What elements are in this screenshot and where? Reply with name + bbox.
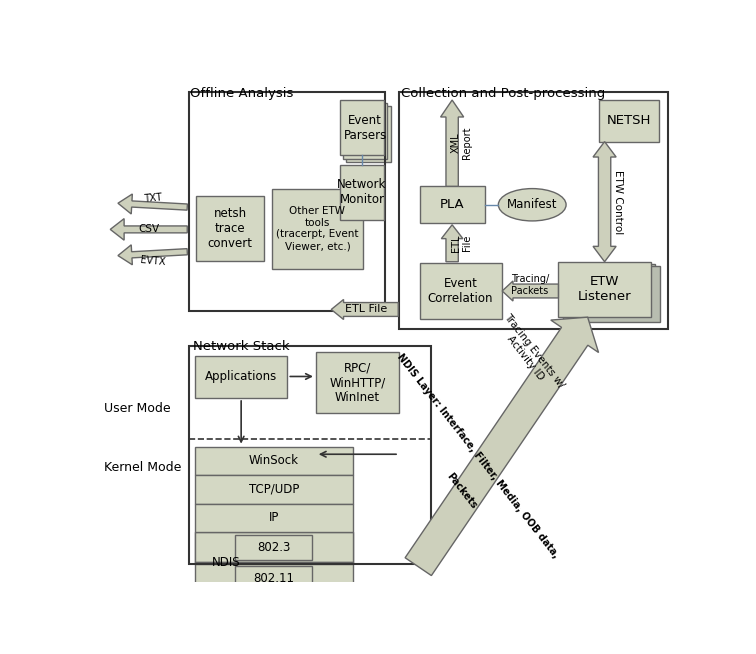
Text: 802.11: 802.11 — [253, 572, 294, 585]
Bar — [195, 356, 287, 398]
Text: NDIS: NDIS — [212, 557, 240, 570]
Polygon shape — [502, 281, 559, 301]
Text: Applications: Applications — [205, 370, 277, 383]
Text: Event
Correlation: Event Correlation — [428, 277, 494, 305]
Text: Kernel Mode: Kernel Mode — [104, 461, 181, 474]
Text: Manifest: Manifest — [507, 198, 557, 211]
Ellipse shape — [498, 188, 566, 221]
Bar — [420, 264, 502, 318]
Polygon shape — [593, 142, 616, 262]
Text: User Mode: User Mode — [104, 402, 171, 415]
Bar — [399, 92, 668, 329]
Bar — [235, 566, 312, 591]
Text: NDIS Layer: Interface, Filter, Media, OOB data,: NDIS Layer: Interface, Filter, Media, OO… — [395, 352, 561, 560]
Text: CSV: CSV — [138, 224, 160, 234]
Bar — [339, 100, 384, 156]
Bar — [189, 347, 432, 564]
Text: Offline Analysis: Offline Analysis — [191, 87, 293, 100]
Bar — [339, 165, 384, 220]
Text: PLA: PLA — [440, 198, 464, 211]
Text: Event
Parsers: Event Parsers — [343, 114, 387, 142]
Bar — [195, 504, 353, 532]
Text: 802.3: 802.3 — [257, 541, 290, 554]
Text: Network Stack: Network Stack — [193, 340, 290, 353]
Text: NETSH: NETSH — [607, 114, 652, 128]
Text: ETW
Listener: ETW Listener — [578, 275, 631, 303]
Bar — [342, 103, 387, 158]
Text: RPC/
WinHTTP/
WinInet: RPC/ WinHTTP/ WinInet — [330, 361, 386, 404]
Text: ETW Control: ETW Control — [612, 169, 623, 234]
Polygon shape — [405, 317, 599, 576]
Text: TCP/UDP: TCP/UDP — [249, 483, 299, 495]
Bar — [272, 188, 363, 269]
Text: netsh
trace
convert: netsh trace convert — [208, 207, 253, 250]
Bar — [568, 266, 660, 322]
Bar — [235, 535, 312, 560]
Text: Packets: Packets — [445, 471, 479, 510]
Polygon shape — [441, 100, 463, 186]
Bar — [195, 447, 353, 475]
Text: TXT: TXT — [143, 192, 162, 203]
Text: Tracing Events w/
Activity ID: Tracing Events w/ Activity ID — [494, 311, 566, 397]
Text: EVTX: EVTX — [140, 255, 166, 267]
Polygon shape — [442, 225, 463, 262]
Bar — [195, 532, 353, 592]
Polygon shape — [110, 218, 187, 240]
Bar — [600, 100, 659, 142]
Bar — [197, 196, 265, 261]
Text: Tracing/
Packets: Tracing/ Packets — [511, 274, 549, 296]
Bar — [195, 562, 353, 564]
Bar — [420, 186, 485, 223]
Bar — [316, 352, 399, 413]
Bar — [195, 475, 353, 504]
Bar — [195, 532, 353, 562]
Bar — [563, 264, 655, 320]
Text: WinSock: WinSock — [249, 454, 299, 467]
Text: IP: IP — [268, 511, 279, 524]
Text: Collection and Post-processing: Collection and Post-processing — [401, 87, 606, 100]
Bar — [345, 106, 391, 162]
Polygon shape — [331, 300, 398, 320]
Text: ETL File: ETL File — [345, 305, 387, 315]
Text: Other ETW
tools
(tracerpt, Event
Viewer, etc.): Other ETW tools (tracerpt, Event Viewer,… — [276, 206, 358, 251]
Bar — [189, 92, 385, 311]
Text: Network
Monitor: Network Monitor — [337, 179, 387, 207]
Polygon shape — [118, 245, 187, 265]
Polygon shape — [118, 194, 187, 214]
Text: ETL
File: ETL File — [451, 235, 472, 252]
Bar — [559, 262, 651, 317]
Text: XML
Report: XML Report — [451, 127, 472, 160]
